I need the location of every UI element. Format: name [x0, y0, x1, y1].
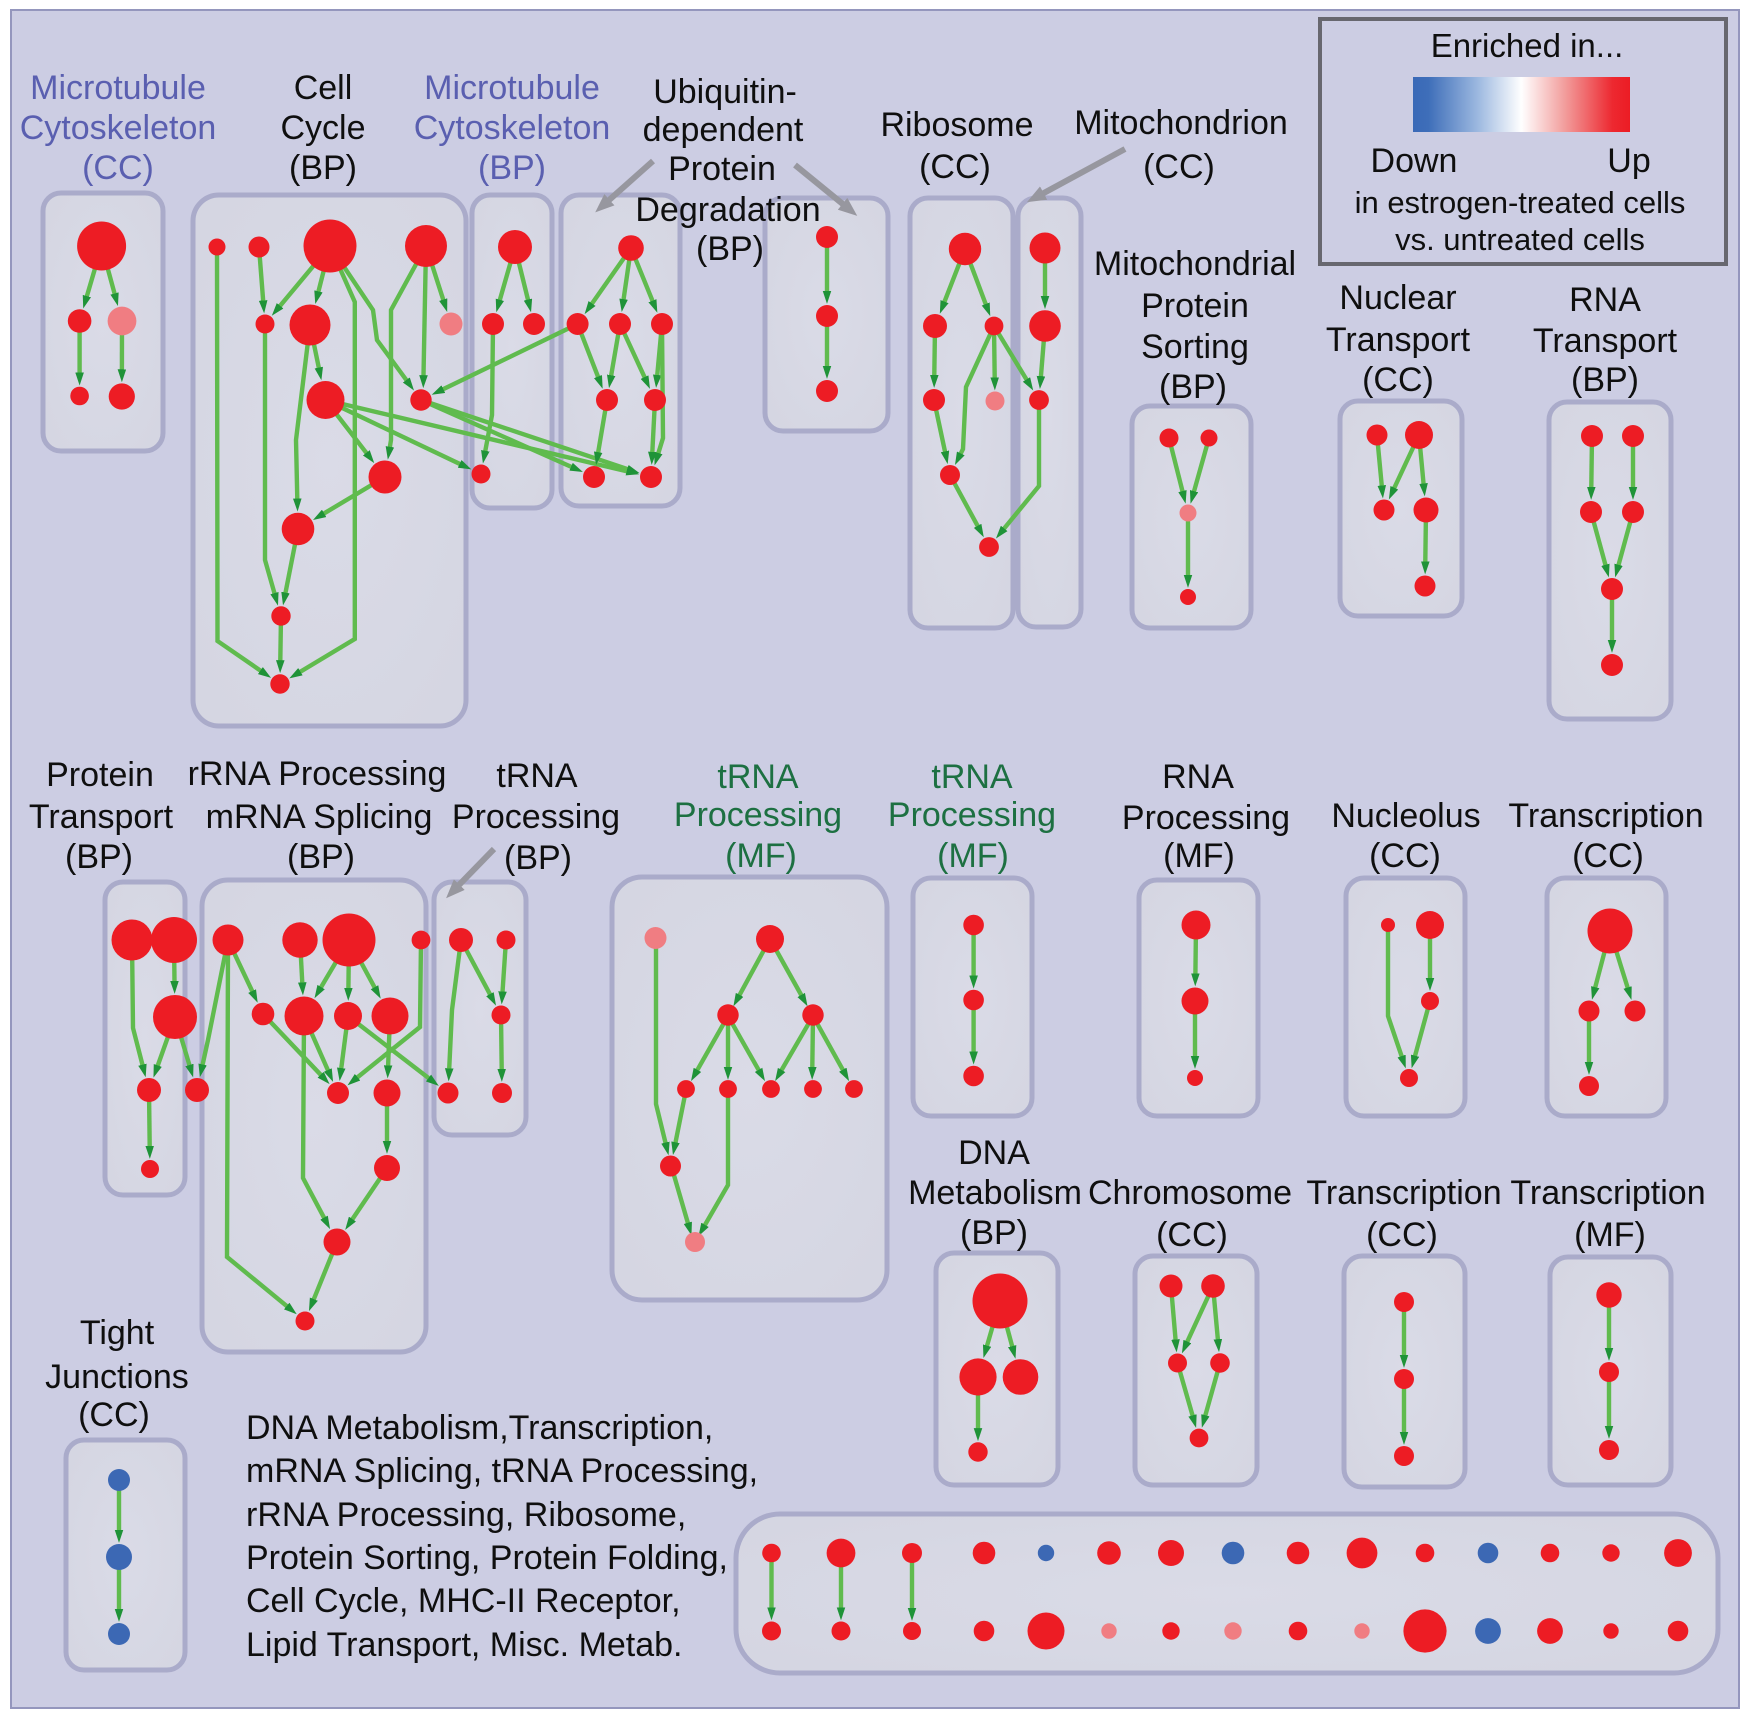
- svg-text:(BP): (BP): [478, 149, 546, 187]
- svg-text:RNA: RNA: [1162, 758, 1234, 796]
- svg-text:Ribosome: Ribosome: [880, 106, 1033, 144]
- svg-text:(BP): (BP): [289, 149, 357, 187]
- svg-text:Tight: Tight: [80, 1314, 155, 1352]
- svg-text:Protein Sorting, Protein Foldi: Protein Sorting, Protein Folding,: [246, 1539, 728, 1577]
- svg-text:Transport: Transport: [1533, 322, 1678, 360]
- svg-text:Transport: Transport: [1326, 321, 1471, 359]
- svg-text:Processing: Processing: [888, 796, 1056, 834]
- svg-text:Up: Up: [1607, 142, 1650, 180]
- svg-text:(CC): (CC): [1156, 1216, 1228, 1254]
- svg-text:mRNA Splicing: mRNA Splicing: [206, 798, 433, 836]
- svg-text:Processing: Processing: [1122, 799, 1290, 837]
- svg-text:Processing: Processing: [452, 798, 620, 836]
- svg-text:Transcription: Transcription: [1306, 1174, 1501, 1212]
- svg-text:Transcription: Transcription: [1508, 797, 1703, 835]
- svg-text:(BP): (BP): [504, 839, 572, 877]
- svg-text:RNA: RNA: [1569, 281, 1641, 319]
- svg-text:(BP): (BP): [1159, 368, 1227, 406]
- svg-text:Cycle: Cycle: [280, 109, 365, 147]
- svg-text:rRNA Processing, Ribosome,: rRNA Processing, Ribosome,: [246, 1496, 686, 1534]
- svg-text:(CC): (CC): [919, 148, 991, 186]
- svg-text:dependent: dependent: [643, 111, 804, 149]
- svg-text:(MF): (MF): [937, 837, 1009, 875]
- svg-text:Nuclear: Nuclear: [1339, 279, 1456, 317]
- svg-text:Cell: Cell: [294, 69, 353, 107]
- svg-text:Chromosome: Chromosome: [1088, 1174, 1292, 1212]
- svg-text:(CC): (CC): [82, 149, 154, 187]
- svg-text:(BP): (BP): [287, 838, 355, 876]
- svg-text:DNA Metabolism,Transcription,: DNA Metabolism,Transcription,: [246, 1409, 713, 1447]
- svg-text:(CC): (CC): [1143, 148, 1215, 186]
- svg-text:Cytoskeleton: Cytoskeleton: [414, 109, 611, 147]
- svg-text:DNA: DNA: [958, 1134, 1030, 1172]
- svg-text:Degradation: Degradation: [635, 191, 820, 229]
- svg-text:Mitochondrion: Mitochondrion: [1074, 104, 1288, 142]
- svg-text:Enriched in...: Enriched in...: [1431, 27, 1624, 64]
- svg-text:Microtubule: Microtubule: [30, 69, 206, 107]
- svg-text:(BP): (BP): [960, 1214, 1028, 1252]
- svg-text:Ubiquitin-: Ubiquitin-: [653, 73, 797, 111]
- svg-text:Lipid Transport, Misc. Metab.: Lipid Transport, Misc. Metab.: [246, 1626, 683, 1664]
- svg-text:rRNA Processing: rRNA Processing: [188, 755, 447, 793]
- svg-text:tRNA: tRNA: [717, 758, 799, 796]
- svg-text:vs. untreated cells: vs. untreated cells: [1395, 222, 1645, 257]
- svg-text:Mitochondrial: Mitochondrial: [1094, 245, 1296, 283]
- svg-text:Junctions: Junctions: [45, 1358, 189, 1396]
- svg-text:(BP): (BP): [65, 838, 133, 876]
- svg-text:Transport: Transport: [29, 798, 174, 836]
- svg-text:Protein: Protein: [46, 756, 154, 794]
- svg-text:Down: Down: [1371, 142, 1458, 180]
- svg-text:Protein: Protein: [1141, 287, 1249, 325]
- svg-text:(CC): (CC): [1369, 837, 1441, 875]
- svg-text:tRNA: tRNA: [931, 758, 1013, 796]
- svg-text:tRNA: tRNA: [496, 757, 578, 795]
- svg-text:(CC): (CC): [1572, 837, 1644, 875]
- svg-text:Metabolism: Metabolism: [908, 1174, 1082, 1212]
- svg-text:Sorting: Sorting: [1141, 328, 1249, 366]
- svg-text:(BP): (BP): [1571, 361, 1639, 399]
- svg-text:Processing: Processing: [674, 796, 842, 834]
- svg-text:Nucleolus: Nucleolus: [1331, 797, 1480, 835]
- svg-text:Transcription: Transcription: [1510, 1174, 1705, 1212]
- svg-text:(MF): (MF): [725, 837, 797, 875]
- svg-text:mRNA Splicing, tRNA Processing: mRNA Splicing, tRNA Processing,: [246, 1452, 758, 1490]
- svg-text:(CC): (CC): [1362, 361, 1434, 399]
- svg-text:Microtubule: Microtubule: [424, 69, 600, 107]
- svg-text:Cell Cycle, MHC-II Receptor,: Cell Cycle, MHC-II Receptor,: [246, 1582, 681, 1620]
- svg-text:Cytoskeleton: Cytoskeleton: [20, 109, 217, 147]
- svg-text:(BP): (BP): [696, 230, 764, 268]
- svg-text:in estrogen-treated cells: in estrogen-treated cells: [1355, 185, 1686, 220]
- svg-text:(CC): (CC): [78, 1396, 150, 1434]
- svg-text:(CC): (CC): [1366, 1216, 1438, 1254]
- svg-text:(MF): (MF): [1163, 837, 1235, 875]
- svg-text:Protein: Protein: [668, 150, 776, 188]
- svg-text:(MF): (MF): [1574, 1216, 1646, 1254]
